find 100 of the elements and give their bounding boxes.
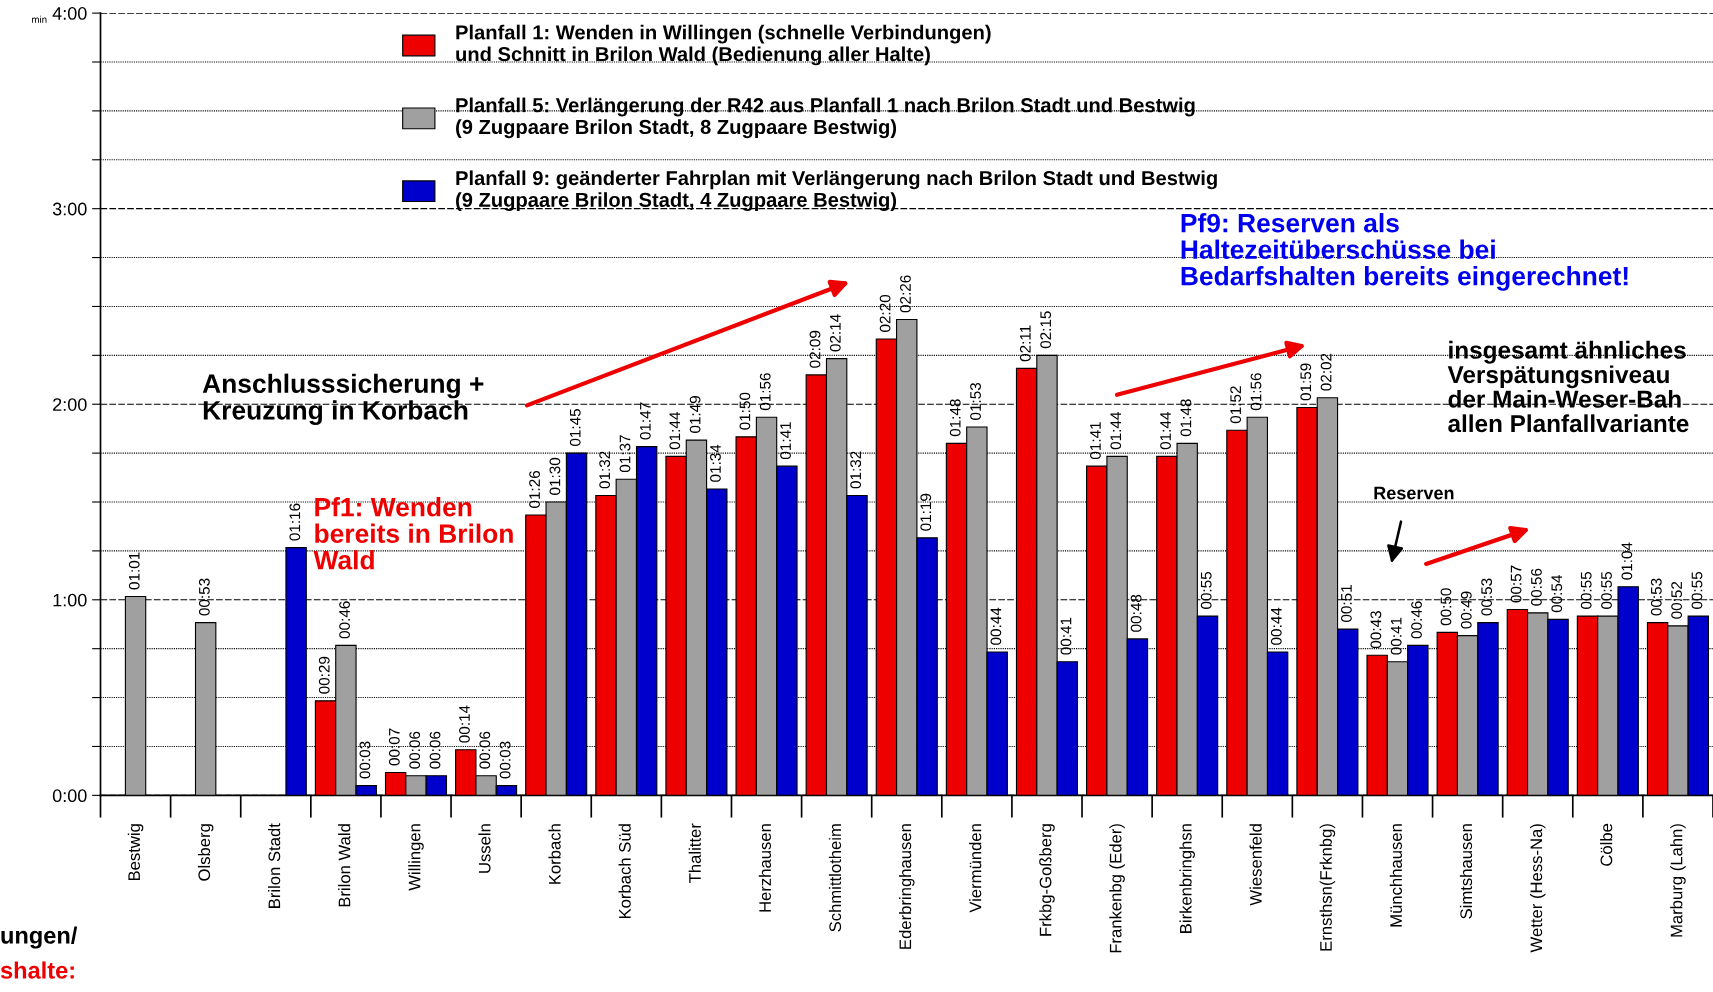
data-label: 01:44 bbox=[1160, 412, 1171, 450]
data-label: 00:56 bbox=[1531, 568, 1542, 606]
data-label: 01:34 bbox=[710, 444, 721, 482]
data-label: 00:54 bbox=[1551, 575, 1563, 613]
data-label: 01:41 bbox=[1090, 422, 1101, 460]
x-tick-label: Wiesenfeld bbox=[1249, 824, 1262, 906]
x-tick-label: Wetter (Hess-Na) bbox=[1529, 824, 1546, 953]
data-label: 00:41 bbox=[1390, 617, 1402, 655]
data-label: 00:53 bbox=[1481, 578, 1493, 616]
data-label: 01:04 bbox=[1621, 542, 1633, 580]
data-label: 01:59 bbox=[1300, 363, 1312, 401]
data-label: 00:50 bbox=[1440, 588, 1452, 626]
data-label: 01:16 bbox=[289, 503, 301, 541]
annotation: Pf1: Wenden bereits in Brilon Wald bbox=[313, 497, 513, 570]
data-label: 00:03 bbox=[499, 741, 511, 779]
x-tick-label: Willingen bbox=[408, 824, 424, 891]
data-label: 01:37 bbox=[619, 435, 631, 473]
data-label: 00:53 bbox=[1650, 578, 1662, 616]
x-tick-label: Korbach bbox=[548, 824, 561, 884]
data-label: 02:26 bbox=[900, 275, 911, 313]
x-tick-label: Olsberg bbox=[197, 824, 214, 881]
x-tick-label: Usseln bbox=[478, 824, 491, 873]
x-tick-label: Herzhausen bbox=[758, 824, 772, 912]
annotation: insgesamt ähnliches Verspätungsniveau der Main-Weser-Bah allen Planfallvariante bbox=[1447, 340, 1689, 433]
data-label: 01:56 bbox=[1250, 373, 1262, 411]
y-axis-title: min bbox=[32, 15, 47, 23]
data-label: 00:07 bbox=[388, 728, 400, 766]
data-label: 01:45 bbox=[569, 409, 581, 446]
legend-label: Planfall 5: Verlängerung der R42 aus Planfall 1 nach Brilon Stadt und Bestwig (9 Zugpaare Brilon Stadt, 8 Zugpaare Bestwig) bbox=[456, 97, 1195, 139]
data-label: 01:50 bbox=[739, 392, 751, 430]
data-label: 00:51 bbox=[1341, 585, 1352, 623]
data-label: 00:52 bbox=[1671, 581, 1683, 619]
data-label: 01:52 bbox=[1230, 386, 1242, 424]
data-label: 00:06 bbox=[409, 731, 421, 769]
x-tick-label: Brilon Wald bbox=[338, 824, 351, 907]
legend-label: Planfall 9: geänderter Fahrplan mit Verlängerung nach Brilon Stadt und Bestwig (9 Zugpaare Brilon Stadt, 4 Zugpaare Bestwig) bbox=[456, 170, 1217, 212]
annotation: Pf9: Reserven als Haltezeitüberschüsse bei Bedarfshalten bereits eingerechnet! bbox=[1181, 213, 1628, 291]
data-label: 00:03 bbox=[359, 741, 371, 779]
x-tick-label: Thalitter bbox=[688, 823, 701, 883]
annotation: Reserven bbox=[1374, 486, 1454, 500]
data-label: 00:41 bbox=[1060, 617, 1072, 655]
y-tick-label: 0:00 bbox=[52, 789, 87, 803]
data-label: 01:41 bbox=[780, 422, 791, 460]
x-tick-label: Ernsthsn(Frknbg) bbox=[1319, 824, 1336, 951]
data-label: 01:53 bbox=[970, 382, 981, 420]
data-label: 00:06 bbox=[479, 731, 491, 769]
data-label: 00:46 bbox=[339, 601, 350, 639]
x-tick-label: Ederbringhausen bbox=[898, 824, 915, 949]
data-label: 02:11 bbox=[1019, 325, 1031, 362]
x-tick-label: Münchhausen bbox=[1389, 824, 1402, 927]
data-label: 00:48 bbox=[1130, 594, 1142, 632]
y-tick-label: 2:00 bbox=[53, 398, 87, 411]
annotation: Anschlusssicherung + Kreuzung in Korbach bbox=[202, 373, 484, 425]
x-tick-label: Viermünden bbox=[969, 824, 982, 913]
data-label: 00:29 bbox=[318, 656, 330, 694]
x-tick-label: Simtshausen bbox=[1459, 824, 1473, 919]
data-label: 00:53 bbox=[198, 578, 210, 616]
data-label: 01:30 bbox=[549, 457, 561, 495]
x-tick-label: Cölbe bbox=[1600, 823, 1613, 866]
y-tick-label: 1:00 bbox=[53, 593, 87, 607]
data-label: 01:19 bbox=[920, 493, 932, 531]
data-label: 01:48 bbox=[1180, 399, 1192, 437]
data-label: 00:55 bbox=[1580, 571, 1592, 609]
data-label: 00:06 bbox=[429, 731, 441, 769]
data-label: 00:57 bbox=[1510, 565, 1522, 603]
data-label: 02:09 bbox=[809, 330, 821, 368]
data-label: 01:44 bbox=[669, 412, 681, 450]
data-label: 01:49 bbox=[689, 396, 701, 433]
data-label: 01:47 bbox=[639, 402, 651, 440]
data-label: 01:01 bbox=[128, 552, 140, 590]
x-tick-label: Korbach Süd bbox=[618, 824, 631, 919]
data-label: 00:44 bbox=[990, 607, 1002, 645]
x-tick-label: Frkbg-Goßberg bbox=[1039, 824, 1055, 936]
data-label: 02:14 bbox=[829, 314, 841, 352]
data-label: 01:26 bbox=[529, 470, 540, 508]
x-tick-label: Schmittlotheim bbox=[828, 824, 842, 932]
data-label: 00:43 bbox=[1370, 611, 1382, 649]
text: ungen/ bbox=[1, 926, 78, 949]
data-label: 00:46 bbox=[1411, 601, 1422, 639]
x-tick-label: Birkenbringhsn bbox=[1179, 824, 1195, 933]
data-label: 02:02 bbox=[1320, 353, 1332, 391]
data-label: 02:20 bbox=[879, 294, 891, 332]
data-label: 01:48 bbox=[949, 399, 961, 437]
data-label: 01:44 bbox=[1110, 412, 1122, 450]
x-tick-label: Brilon Stadt bbox=[268, 823, 281, 908]
data-label: 00:44 bbox=[1270, 607, 1282, 645]
x-tick-label: Bestwig bbox=[127, 824, 144, 881]
data-label: 01:56 bbox=[759, 373, 771, 411]
y-tick-label: 4:00 bbox=[52, 7, 87, 20]
data-label: 00:14 bbox=[459, 705, 470, 743]
data-label: 00:49 bbox=[1460, 591, 1472, 629]
data-label: 01:32 bbox=[850, 451, 862, 489]
x-tick-label: Frankenbg (Eder) bbox=[1109, 824, 1125, 953]
data-label: 00:55 bbox=[1691, 571, 1703, 609]
data-label: 02:15 bbox=[1040, 311, 1052, 349]
text: shalte: bbox=[0, 961, 74, 979]
data-label: 00:55 bbox=[1601, 571, 1612, 609]
data-label: 00:55 bbox=[1200, 571, 1212, 609]
legend-label: Planfall 1: Wenden in Willingen (schnelle Verbindungen) und Schnitt in Brilon Wald (Bedienung aller Halte) bbox=[456, 24, 991, 66]
data-label: 01:32 bbox=[599, 451, 611, 489]
